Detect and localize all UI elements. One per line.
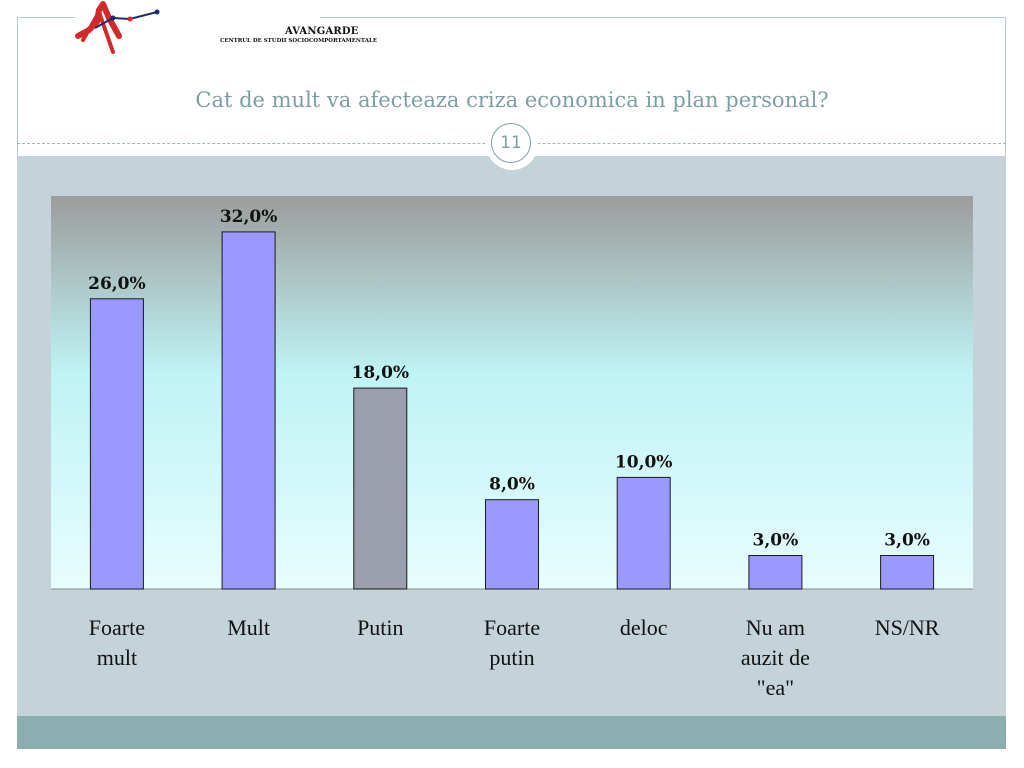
category-label-line: Foarte bbox=[484, 615, 540, 640]
category-label-line: putin bbox=[489, 645, 534, 670]
data-label: 18,0% bbox=[352, 363, 410, 383]
category-label-line: mult bbox=[97, 645, 137, 670]
page-number: 11 bbox=[491, 123, 531, 163]
data-label: 26,0% bbox=[88, 274, 146, 294]
data-label: 3,0% bbox=[884, 531, 930, 551]
logo-name: AVANGARDE bbox=[285, 26, 359, 37]
logo-mark bbox=[75, 1, 160, 54]
bar bbox=[880, 555, 935, 590]
category-label-line: Nu am bbox=[746, 615, 805, 640]
bar bbox=[748, 555, 803, 590]
bar bbox=[89, 298, 144, 590]
category-label-line: NS/NR bbox=[875, 615, 940, 640]
category-label-line: auzit de bbox=[741, 645, 810, 670]
category-label-line: Foarte bbox=[89, 615, 145, 640]
bar bbox=[616, 476, 671, 590]
footer-band bbox=[17, 716, 1006, 749]
category-label: Foarte mult bbox=[89, 615, 145, 670]
data-label: 8,0% bbox=[489, 475, 535, 495]
category-label: NS/NR bbox=[875, 615, 940, 640]
data-label: 32,0% bbox=[220, 207, 278, 227]
page-number-badge: 11 bbox=[486, 118, 538, 170]
bar bbox=[485, 499, 539, 590]
category-label-line: deloc bbox=[620, 615, 668, 640]
data-label: 3,0% bbox=[753, 531, 799, 551]
category-label-line: Mult bbox=[227, 615, 270, 640]
logo-subtitle: CENTRUL DE STUDII SOCIOCOMPORTAMENTALE bbox=[220, 38, 378, 44]
category-label: deloc bbox=[620, 615, 668, 640]
category-label-line: Putin bbox=[357, 615, 403, 640]
category-label: Mult bbox=[227, 615, 270, 640]
bar bbox=[221, 231, 276, 590]
category-label: Foarte putin bbox=[484, 615, 540, 670]
bar bbox=[353, 387, 408, 590]
page-title: Cat de mult va afecteaza criza economica… bbox=[195, 88, 829, 112]
category-label: Nu am auzit de "ea" bbox=[741, 615, 810, 700]
logo: AVANGARDE CENTRUL DE STUDII SOCIOCOMPORT… bbox=[75, 0, 377, 56]
category-label-line: "ea" bbox=[757, 675, 795, 700]
category-label: Putin bbox=[357, 615, 403, 640]
data-label: 10,0% bbox=[615, 452, 673, 472]
